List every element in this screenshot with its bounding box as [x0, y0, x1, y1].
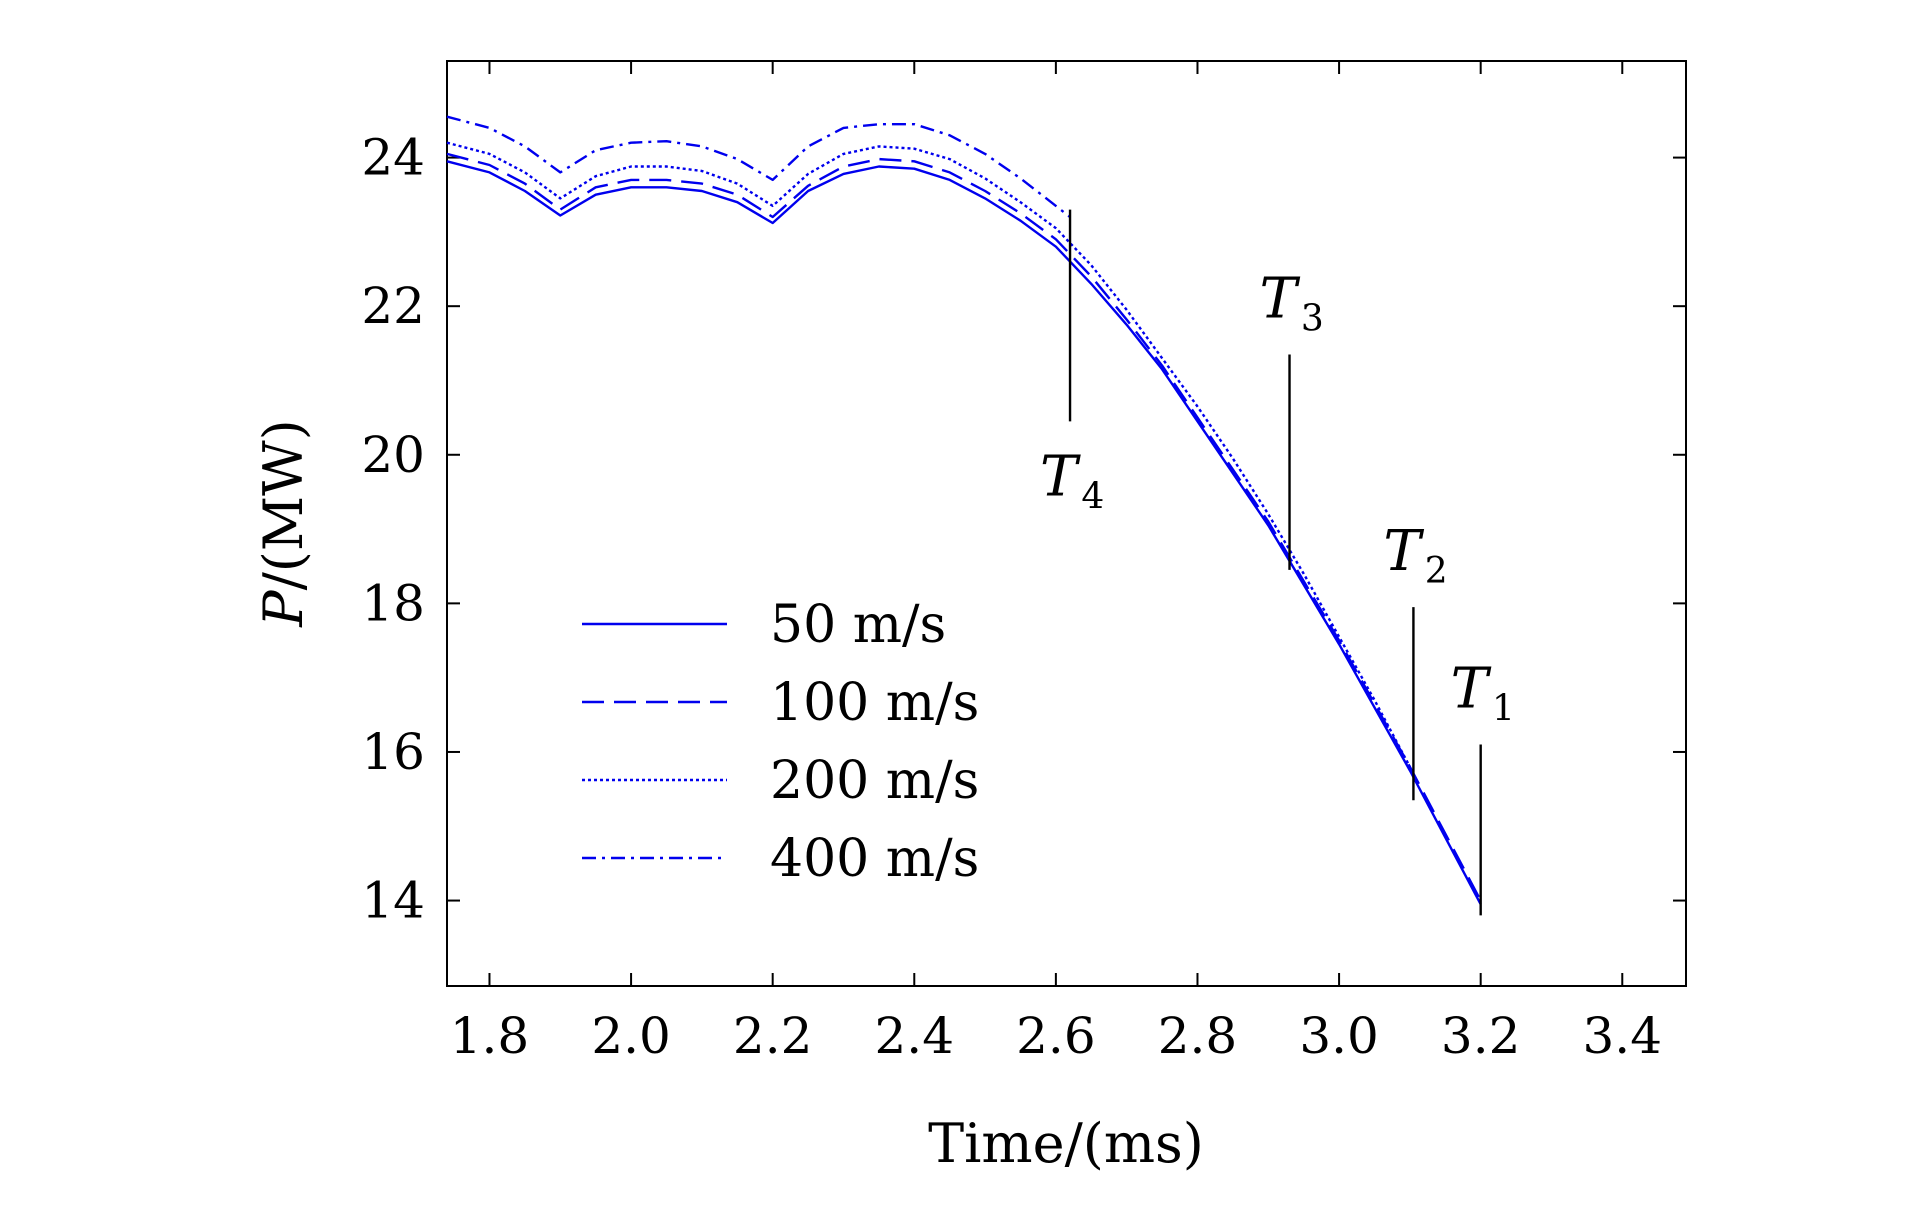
series-line-400-m-s	[446, 115, 1071, 218]
y-axis-title-unit: /(MW)	[252, 419, 315, 590]
y-tick-label: 14	[361, 872, 425, 930]
y-tick-label: 18	[361, 574, 425, 632]
y-axis-title-symbol: P	[252, 589, 315, 628]
annotation-label-subscript: 4	[1081, 477, 1104, 518]
x-tick-label: 2.6	[1016, 1007, 1096, 1065]
y-axis-title: P/(MW)	[252, 419, 315, 627]
x-tick-label: 2.2	[733, 1007, 813, 1065]
annotation-label-main: T	[1260, 266, 1301, 331]
series-line-200-m-s	[446, 141, 1411, 768]
annotation-label-subscript: 1	[1492, 688, 1515, 729]
legend-label-50: 50 m/s	[770, 595, 946, 655]
series-layer	[446, 115, 1482, 905]
x-axis: 1.8 2.0 2.2 2.4 2.6 2.8 3.0 3.2 3.4	[450, 61, 1662, 1065]
legend-label-100: 100 m/s	[770, 673, 979, 733]
y-tick-label: 24	[361, 129, 425, 187]
x-tick-label: 2.0	[591, 1007, 671, 1065]
x-axis-title: Time/(ms)	[928, 1112, 1204, 1175]
annotation-layer: T 4T 3T 2T 1	[1040, 209, 1515, 916]
legend: 50 m/s 100 m/s 200 m/s 400 m/s	[582, 595, 979, 889]
annotation-label-subscript: 2	[1425, 551, 1448, 592]
y-tick-label: 22	[361, 277, 425, 335]
x-tick-label: 2.4	[875, 1007, 955, 1065]
annotation-label-subscript: 3	[1301, 298, 1324, 339]
x-tick-label: 3.2	[1441, 1007, 1521, 1065]
y-tick-label: 16	[361, 723, 425, 781]
annotation-label-main: T	[1451, 656, 1492, 721]
x-tick-label: 3.4	[1583, 1007, 1663, 1065]
annotation-label-main: T	[1040, 445, 1081, 510]
legend-label-200: 200 m/s	[770, 751, 979, 811]
series-line-100-m-s	[446, 152, 1482, 902]
legend-label-400: 400 m/s	[770, 829, 979, 889]
y-tick-label: 20	[361, 426, 425, 484]
x-tick-label: 1.8	[450, 1007, 530, 1065]
series-line-50-m-s	[446, 160, 1482, 905]
plot-area-frame	[446, 60, 1687, 987]
x-tick-label: 2.8	[1158, 1007, 1238, 1065]
annotation-label-main: T	[1383, 519, 1424, 584]
x-tick-label: 3.0	[1299, 1007, 1379, 1065]
